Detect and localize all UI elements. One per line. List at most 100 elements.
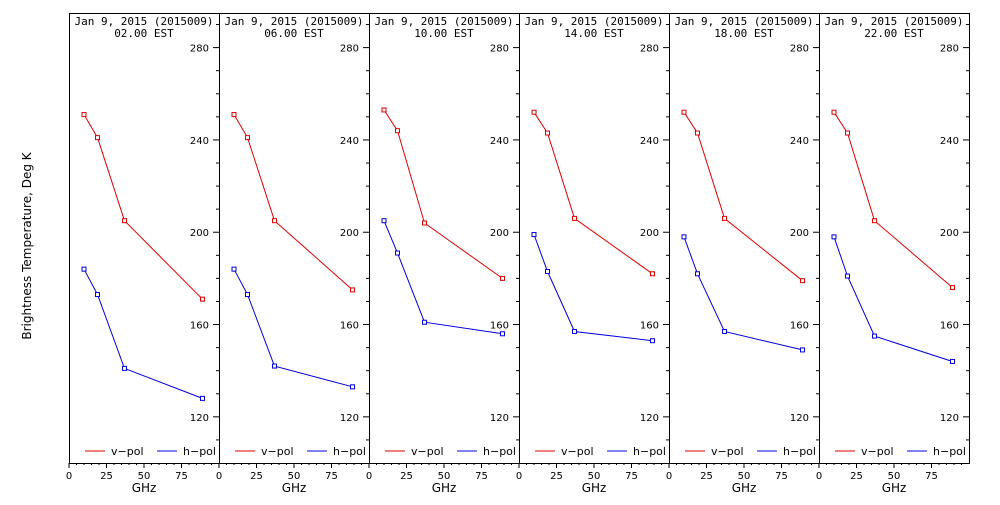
y-tick-label-5-280: 280 (940, 44, 959, 55)
series-line-3-1 (533, 234, 653, 342)
data-point-0-0-2 (122, 218, 127, 224)
data-point-1-1-3 (350, 384, 355, 390)
x-axis-label-3: GHz (582, 481, 607, 495)
series-line-5-1 (833, 236, 953, 362)
series-line-4-1 (683, 236, 803, 351)
y-tick-label-1-200: 200 (340, 228, 359, 239)
x-axis-label-2: GHz (432, 481, 457, 495)
y-tick-label-3-120: 120 (640, 413, 659, 424)
legend-label-0-1: h−pol (183, 445, 216, 458)
x-tick-label-2-50: 50 (438, 471, 451, 482)
y-axis-label: Brightness Temperature, Deg K (20, 151, 34, 339)
panel-title-time-3: 14.00 EST (564, 27, 624, 40)
y-tick-label-2-120: 120 (490, 413, 509, 424)
panel-title-date-2: Jan 9, 2015 (2015009) (374, 15, 513, 28)
x-tick-label-4-0: 0 (666, 471, 672, 482)
data-point-2-0-2 (422, 220, 427, 226)
data-point-2-1-1 (395, 250, 400, 256)
panel-title-date-3: Jan 9, 2015 (2015009) (524, 15, 663, 28)
data-point-3-0-3 (650, 271, 655, 277)
data-point-0-1-1 (95, 292, 100, 298)
data-point-4-1-2 (722, 328, 727, 334)
panel-title-time-2: 10.00 EST (414, 27, 474, 40)
x-tick-label-3-75: 75 (625, 471, 638, 482)
data-point-0-0-1 (95, 135, 100, 141)
legend-label-4-1: h−pol (783, 445, 816, 458)
y-tick-label-0-120: 120 (190, 413, 209, 424)
data-point-2-1-2 (422, 319, 427, 325)
data-point-5-0-1 (845, 130, 850, 136)
x-tick-label-5-75: 75 (925, 471, 938, 482)
x-tick-label-0-50: 50 (138, 471, 151, 482)
data-point-4-1-1 (695, 271, 700, 277)
y-tick-label-2-280: 280 (490, 44, 509, 55)
series-line-2-1 (383, 220, 503, 335)
panel-title-date-0: Jan 9, 2015 (2015009) (74, 15, 213, 28)
legend-label-5-1: h−pol (933, 445, 966, 458)
x-axis-label-4: GHz (732, 481, 757, 495)
series-line-5-0 (833, 111, 953, 288)
data-point-0-1-3 (200, 395, 205, 401)
data-point-1-1-2 (272, 363, 277, 369)
legend-label-3-0: v−pol (561, 445, 594, 458)
legend-label-2-1: h−pol (483, 445, 516, 458)
legend-label-1-0: v−pol (261, 445, 294, 458)
legend-label-2-0: v−pol (411, 445, 444, 458)
x-tick-label-2-25: 25 (400, 471, 413, 482)
data-point-2-1-0 (381, 218, 387, 224)
y-tick-label-4-240: 240 (790, 136, 809, 147)
data-point-0-0-3 (200, 296, 205, 302)
y-tick-label-0-280: 280 (190, 44, 209, 55)
data-point-3-1-3 (650, 338, 655, 344)
x-tick-label-4-50: 50 (738, 471, 751, 482)
panel-title-date-1: Jan 9, 2015 (2015009) (224, 15, 363, 28)
legend-label-4-0: v−pol (711, 445, 744, 458)
x-axis-label-1: GHz (282, 481, 307, 495)
data-point-3-1-1 (545, 268, 550, 274)
legend-label-0-0: v−pol (111, 445, 144, 458)
y-tick-label-0-240: 240 (190, 136, 209, 147)
y-tick-label-0-200: 200 (190, 228, 209, 239)
panel-title-time-5: 22.00 EST (864, 27, 924, 40)
x-tick-label-5-25: 25 (850, 471, 863, 482)
x-axis-label-0: GHz (132, 481, 157, 495)
data-point-5-0-0 (831, 109, 837, 115)
panel-title-date-5: Jan 9, 2015 (2015009) (824, 15, 963, 28)
series-line-0-1 (83, 268, 203, 399)
data-point-5-1-2 (872, 333, 877, 339)
x-tick-label-2-0: 0 (366, 471, 372, 482)
y-tick-label-5-200: 200 (940, 228, 959, 239)
data-point-5-0-2 (872, 218, 877, 224)
series-line-1-0 (233, 114, 353, 291)
data-point-4-1-0 (681, 234, 687, 240)
data-point-2-0-1 (395, 128, 400, 134)
y-tick-label-5-160: 160 (940, 321, 959, 332)
y-tick-label-3-160: 160 (640, 321, 659, 332)
y-tick-label-1-120: 120 (340, 413, 359, 424)
data-point-4-0-3 (800, 278, 805, 284)
panel-title-date-4: Jan 9, 2015 (2015009) (674, 15, 813, 28)
x-tick-label-0-25: 25 (100, 471, 113, 482)
x-tick-label-3-0: 0 (516, 471, 522, 482)
data-point-4-0-1 (695, 130, 700, 136)
y-tick-label-0-160: 160 (190, 321, 209, 332)
x-tick-label-0-75: 75 (175, 471, 188, 482)
data-point-0-0-0 (81, 112, 87, 118)
data-point-2-0-0 (381, 107, 387, 113)
data-point-1-1-1 (245, 292, 250, 298)
y-tick-label-4-280: 280 (790, 44, 809, 55)
data-point-4-0-2 (722, 215, 727, 221)
series-line-0-0 (83, 114, 203, 300)
data-point-0-1-0 (81, 266, 87, 272)
data-point-3-0-0 (531, 109, 537, 115)
data-point-3-1-0 (531, 232, 537, 238)
series-line-2-0 (383, 109, 503, 279)
legend-label-5-0: v−pol (861, 445, 894, 458)
x-tick-label-4-75: 75 (775, 471, 788, 482)
y-tick-label-5-120: 120 (940, 413, 959, 424)
data-point-1-0-1 (245, 135, 250, 141)
y-tick-label-2-240: 240 (490, 136, 509, 147)
data-point-1-0-0 (231, 112, 237, 118)
y-tick-label-4-200: 200 (790, 228, 809, 239)
